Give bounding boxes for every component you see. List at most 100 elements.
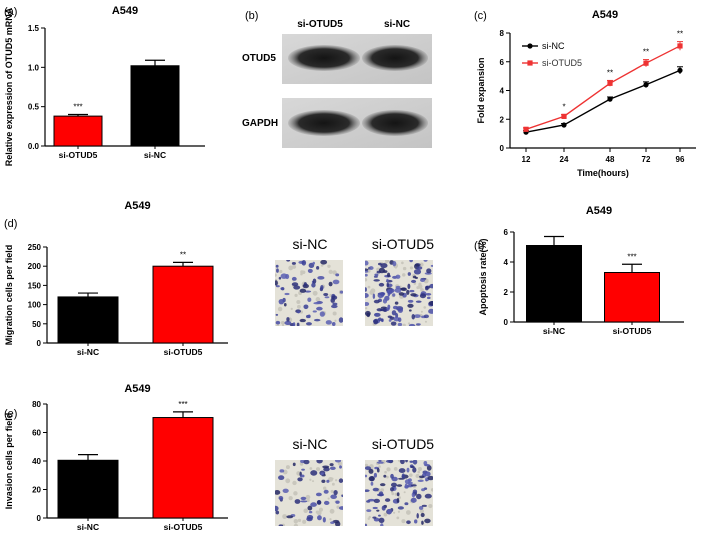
data-point [677,43,683,49]
stained-cell [408,309,412,312]
stained-cell [308,510,313,514]
pore [419,262,424,267]
stained-cell [365,287,367,292]
chart-e-invasion: A549 0 20 40 60 80 Invasion cells per field si-… [4,383,228,532]
y-tick-label: 1.5 [28,24,40,33]
stained-cell [316,265,320,270]
pore [401,519,406,524]
stained-cell [378,514,381,517]
significance-label: ** [677,30,683,39]
pore [384,260,390,263]
stained-cell [297,477,303,482]
stained-cell [291,261,296,265]
stained-cell [323,292,329,297]
stained-cell [404,483,408,489]
x-tick-label: si-NC [77,522,99,532]
pore [328,269,333,275]
stained-cell [300,500,308,503]
bar [57,459,119,519]
data-point [561,122,567,128]
stained-cell [386,278,389,283]
stained-cell [420,278,426,282]
stained-cell [378,460,382,462]
pore [409,473,413,477]
stained-cell [368,476,375,482]
stained-cell [332,302,338,306]
stained-cell [275,280,278,286]
stained-cell [380,318,384,322]
image-label: si-NC [292,236,328,252]
stained-cell [312,278,317,284]
stained-cell [396,484,403,487]
stained-cell [382,270,388,273]
stained-cell [283,303,287,307]
stained-cell [307,314,311,318]
stained-cell [395,274,401,279]
stained-cell [293,285,301,290]
stained-cell [380,263,388,269]
pore [312,290,318,296]
stained-cell [304,290,312,293]
stained-cell [321,479,326,484]
stained-cell [365,260,369,266]
blot-band [288,45,360,71]
pore [418,282,422,286]
y-tick-label: 0 [500,144,505,153]
stained-cell [398,468,406,474]
chart-title: A549 [592,9,618,21]
blot-band [362,45,428,71]
pore [393,511,396,514]
stained-cell [365,466,372,471]
pore [420,310,423,313]
stained-cell [370,481,374,486]
stained-cell [397,307,404,313]
y-tick-label: 2 [504,288,509,297]
pore [386,467,391,472]
pore [297,518,302,523]
stained-cell [425,292,432,296]
stained-cell [390,487,395,492]
pore [365,307,368,310]
stained-cell [338,506,343,510]
data-point [677,67,683,73]
pore [407,322,411,325]
stained-cell [275,490,281,495]
stained-cell [414,519,418,524]
chart-title: A549 [112,5,138,17]
stained-cell [305,322,312,326]
stained-cell [303,282,307,287]
stained-cell [420,512,425,518]
blot-lane-label: si-NC [384,19,410,30]
stained-cell [417,479,424,482]
stained-cell [386,282,389,288]
stained-cell [409,289,415,293]
stained-cell [300,496,307,501]
pore [330,489,334,493]
stained-cell [406,289,410,295]
stained-cell [384,498,391,502]
pore [370,288,376,294]
pore [309,467,313,470]
pore [396,516,400,520]
pore [378,465,381,468]
stained-cell [316,306,323,311]
y-tick-label: 0.0 [28,142,40,151]
panel-letter-a: (a) [4,6,18,18]
pore [294,293,298,297]
x-tick-label: si-NC [543,326,565,336]
invasion-image-si-nc [275,460,343,526]
stained-cell [275,510,280,515]
pore [368,515,371,519]
pore [301,270,306,275]
stained-cell [416,493,422,500]
y-tick-label: 0 [37,514,42,523]
stained-cell [299,318,306,323]
stained-cell [284,320,292,325]
panel-letter-d: (d) [4,218,18,230]
stained-cell [366,500,371,503]
stained-cell [378,517,385,524]
stained-cell [319,311,326,317]
pore [290,307,293,311]
stained-cell [419,293,427,299]
x-tick-label: si-OTUD5 [59,150,98,160]
